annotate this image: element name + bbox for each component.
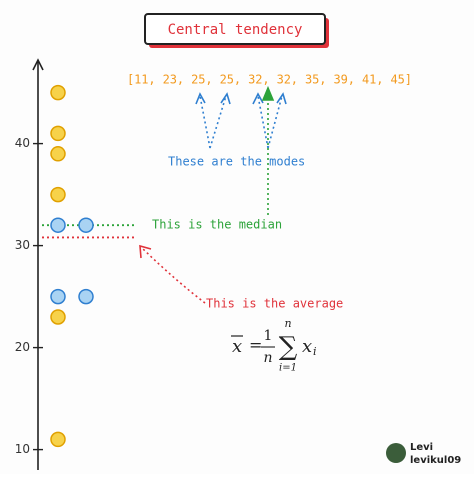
title-box [144, 13, 326, 45]
mode-arrows [139, 85, 287, 304]
data-text: [11, 23, 25, 25, 32, 32, 35, 39, 41, 45] [127, 73, 412, 87]
data-point [50, 84, 66, 101]
formula-lhs: x [232, 336, 242, 357]
median-label: This is the median [152, 218, 282, 232]
credit-name: Levi [410, 442, 433, 453]
avatar [386, 443, 406, 463]
formula-denominator: n [263, 350, 272, 366]
data-point [78, 288, 94, 305]
data-point [50, 146, 66, 162]
axis-arrow [32, 58, 44, 71]
formula: x = 1 n n ∑ i=1 x i [231, 317, 317, 374]
formula-sigma: ∑ [279, 332, 298, 362]
mean-arrow-head [139, 244, 152, 259]
data-point [50, 288, 66, 305]
data-point [50, 186, 66, 203]
y-tick-label: 30 [15, 238, 30, 252]
data-point [50, 309, 66, 325]
formula-upper: n [284, 317, 291, 330]
data-point [78, 217, 94, 233]
y-tick-label: 10 [15, 442, 30, 456]
y-tick-label: 40 [15, 136, 30, 150]
mean-label: This is the average [206, 297, 343, 311]
formula-numerator: 1 [264, 328, 273, 344]
mode-arrow [199, 95, 283, 149]
formula-equals: = [249, 336, 262, 355]
formula-subscript: i [313, 345, 317, 358]
formula-lower: i=1 [279, 363, 297, 374]
modes-label: These are the modes [168, 155, 305, 169]
data-point [50, 431, 66, 448]
median-arrow-head [261, 85, 275, 101]
mode-arrow-head [195, 92, 287, 105]
data-point [50, 125, 66, 142]
formula-term: x [302, 336, 312, 357]
data-point [50, 217, 66, 233]
chart-title: Central tendency [168, 22, 303, 38]
y-tick-label: 20 [15, 340, 30, 354]
credit-handle: levikul09 [410, 455, 461, 466]
